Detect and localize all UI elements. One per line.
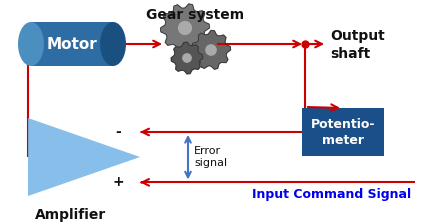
- Text: Amplifier: Amplifier: [35, 208, 106, 222]
- Bar: [302, 108, 384, 156]
- Text: -: -: [115, 125, 121, 139]
- Text: Input Command Signal: Input Command Signal: [252, 188, 411, 201]
- Circle shape: [179, 22, 191, 34]
- Ellipse shape: [18, 22, 44, 66]
- Text: Potentio-
meter: Potentio- meter: [311, 118, 375, 146]
- Text: Output
shaft: Output shaft: [330, 29, 385, 61]
- Text: Error
signal: Error signal: [194, 146, 227, 168]
- Polygon shape: [28, 118, 140, 196]
- Text: Motor: Motor: [47, 37, 98, 52]
- Polygon shape: [192, 30, 231, 69]
- Circle shape: [183, 54, 191, 62]
- Circle shape: [206, 45, 216, 55]
- Bar: [31, 22, 113, 66]
- Text: +: +: [112, 175, 124, 189]
- Polygon shape: [161, 4, 209, 52]
- Text: Gear system: Gear system: [146, 8, 244, 22]
- Polygon shape: [171, 42, 203, 74]
- Ellipse shape: [100, 22, 126, 66]
